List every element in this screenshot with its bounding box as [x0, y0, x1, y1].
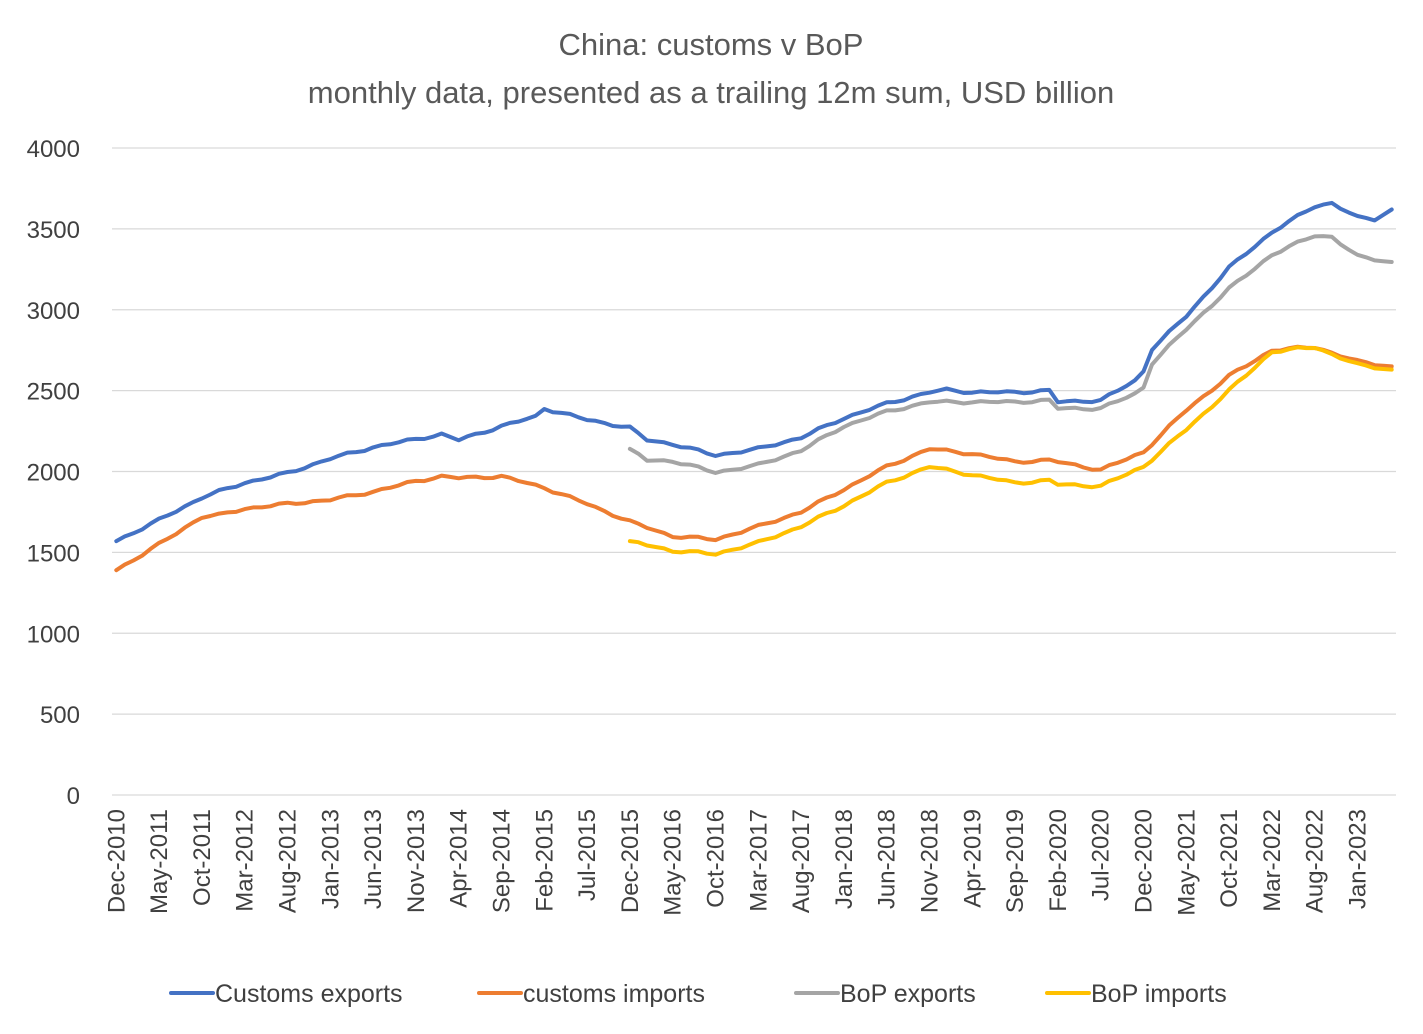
x-tick-label: Apr-2019 [959, 809, 986, 908]
x-tick-label: Mar-2012 [232, 809, 259, 912]
legend: Customs exports customs imports BoP export… [169, 980, 1227, 1008]
x-tick-label: May-2011 [146, 809, 173, 914]
x-tick-label: Nov-2013 [403, 809, 430, 913]
y-tick-label: 1000 [27, 621, 80, 648]
x-tick-label: Aug-2022 [1302, 809, 1329, 913]
x-tick-label: Mar-2017 [745, 809, 772, 912]
x-tick-label: Sep-2019 [1002, 809, 1029, 913]
x-tick-label: Dec-2020 [1130, 809, 1157, 913]
y-axis-ticks: 0 500 1000 1500 2000 2500 3000 3500 4000 [27, 136, 80, 810]
x-tick-label: Jan-2018 [831, 809, 858, 909]
x-tick-label: Mar-2022 [1259, 809, 1286, 912]
x-tick-label: Apr-2014 [446, 809, 473, 908]
x-tick-label: Jan-2023 [1344, 809, 1371, 909]
series-line-customs-imports [114, 344, 1394, 573]
x-tick-label: Oct-2011 [189, 809, 216, 906]
y-tick-label: 3500 [27, 217, 80, 244]
x-tick-label: Sep-2014 [488, 809, 515, 913]
x-tick-label: Dec-2010 [103, 809, 130, 913]
x-tick-label: Feb-2020 [1045, 809, 1072, 912]
y-tick-label: 2000 [27, 460, 80, 487]
x-tick-label: Oct-2016 [702, 809, 729, 908]
chart-title: China: customs v BoP [559, 27, 864, 62]
x-tick-label: Jun-2013 [360, 809, 387, 909]
legend-label-bop-imports: BoP imports [1091, 980, 1227, 1008]
x-axis-ticks: Dec-2010 May-2011 Oct-2011 Mar-2012 Aug-2012… [103, 809, 1371, 916]
series-line-customs-exports [114, 200, 1394, 544]
chart-subtitle: monthly data, presented as a trailing 12… [308, 75, 1114, 110]
x-tick-label: Jan-2013 [317, 809, 344, 909]
x-tick-label: Jul-2015 [574, 809, 601, 901]
series-line-bop-exports [627, 234, 1394, 475]
y-tick-label: 1500 [27, 540, 80, 567]
x-tick-label: Dec-2015 [617, 809, 644, 913]
x-tick-label: Nov-2018 [916, 809, 943, 913]
y-tick-label: 0 [67, 783, 80, 810]
legend-label-bop-exports: BoP exports [840, 980, 976, 1008]
y-tick-label: 500 [40, 702, 80, 729]
gridlines [112, 147, 1396, 796]
x-tick-label: Aug-2017 [788, 809, 815, 913]
legend-label-customs-exports: Customs exports [215, 980, 403, 1008]
x-tick-label: May-2016 [660, 809, 687, 916]
x-tick-label: May-2021 [1173, 809, 1200, 916]
x-tick-label: Jul-2020 [1088, 809, 1115, 901]
y-tick-label: 3000 [27, 298, 80, 325]
series-line-bop-imports [627, 345, 1394, 557]
x-tick-label: Feb-2015 [531, 809, 558, 912]
x-tick-label: Jun-2018 [874, 809, 901, 909]
y-tick-label: 2500 [27, 379, 80, 406]
legend-label-customs-imports: customs imports [523, 980, 705, 1008]
y-tick-label: 4000 [27, 136, 80, 163]
x-tick-label: Oct-2021 [1216, 809, 1243, 908]
x-tick-label: Aug-2012 [274, 809, 301, 913]
series-lines [114, 200, 1394, 573]
